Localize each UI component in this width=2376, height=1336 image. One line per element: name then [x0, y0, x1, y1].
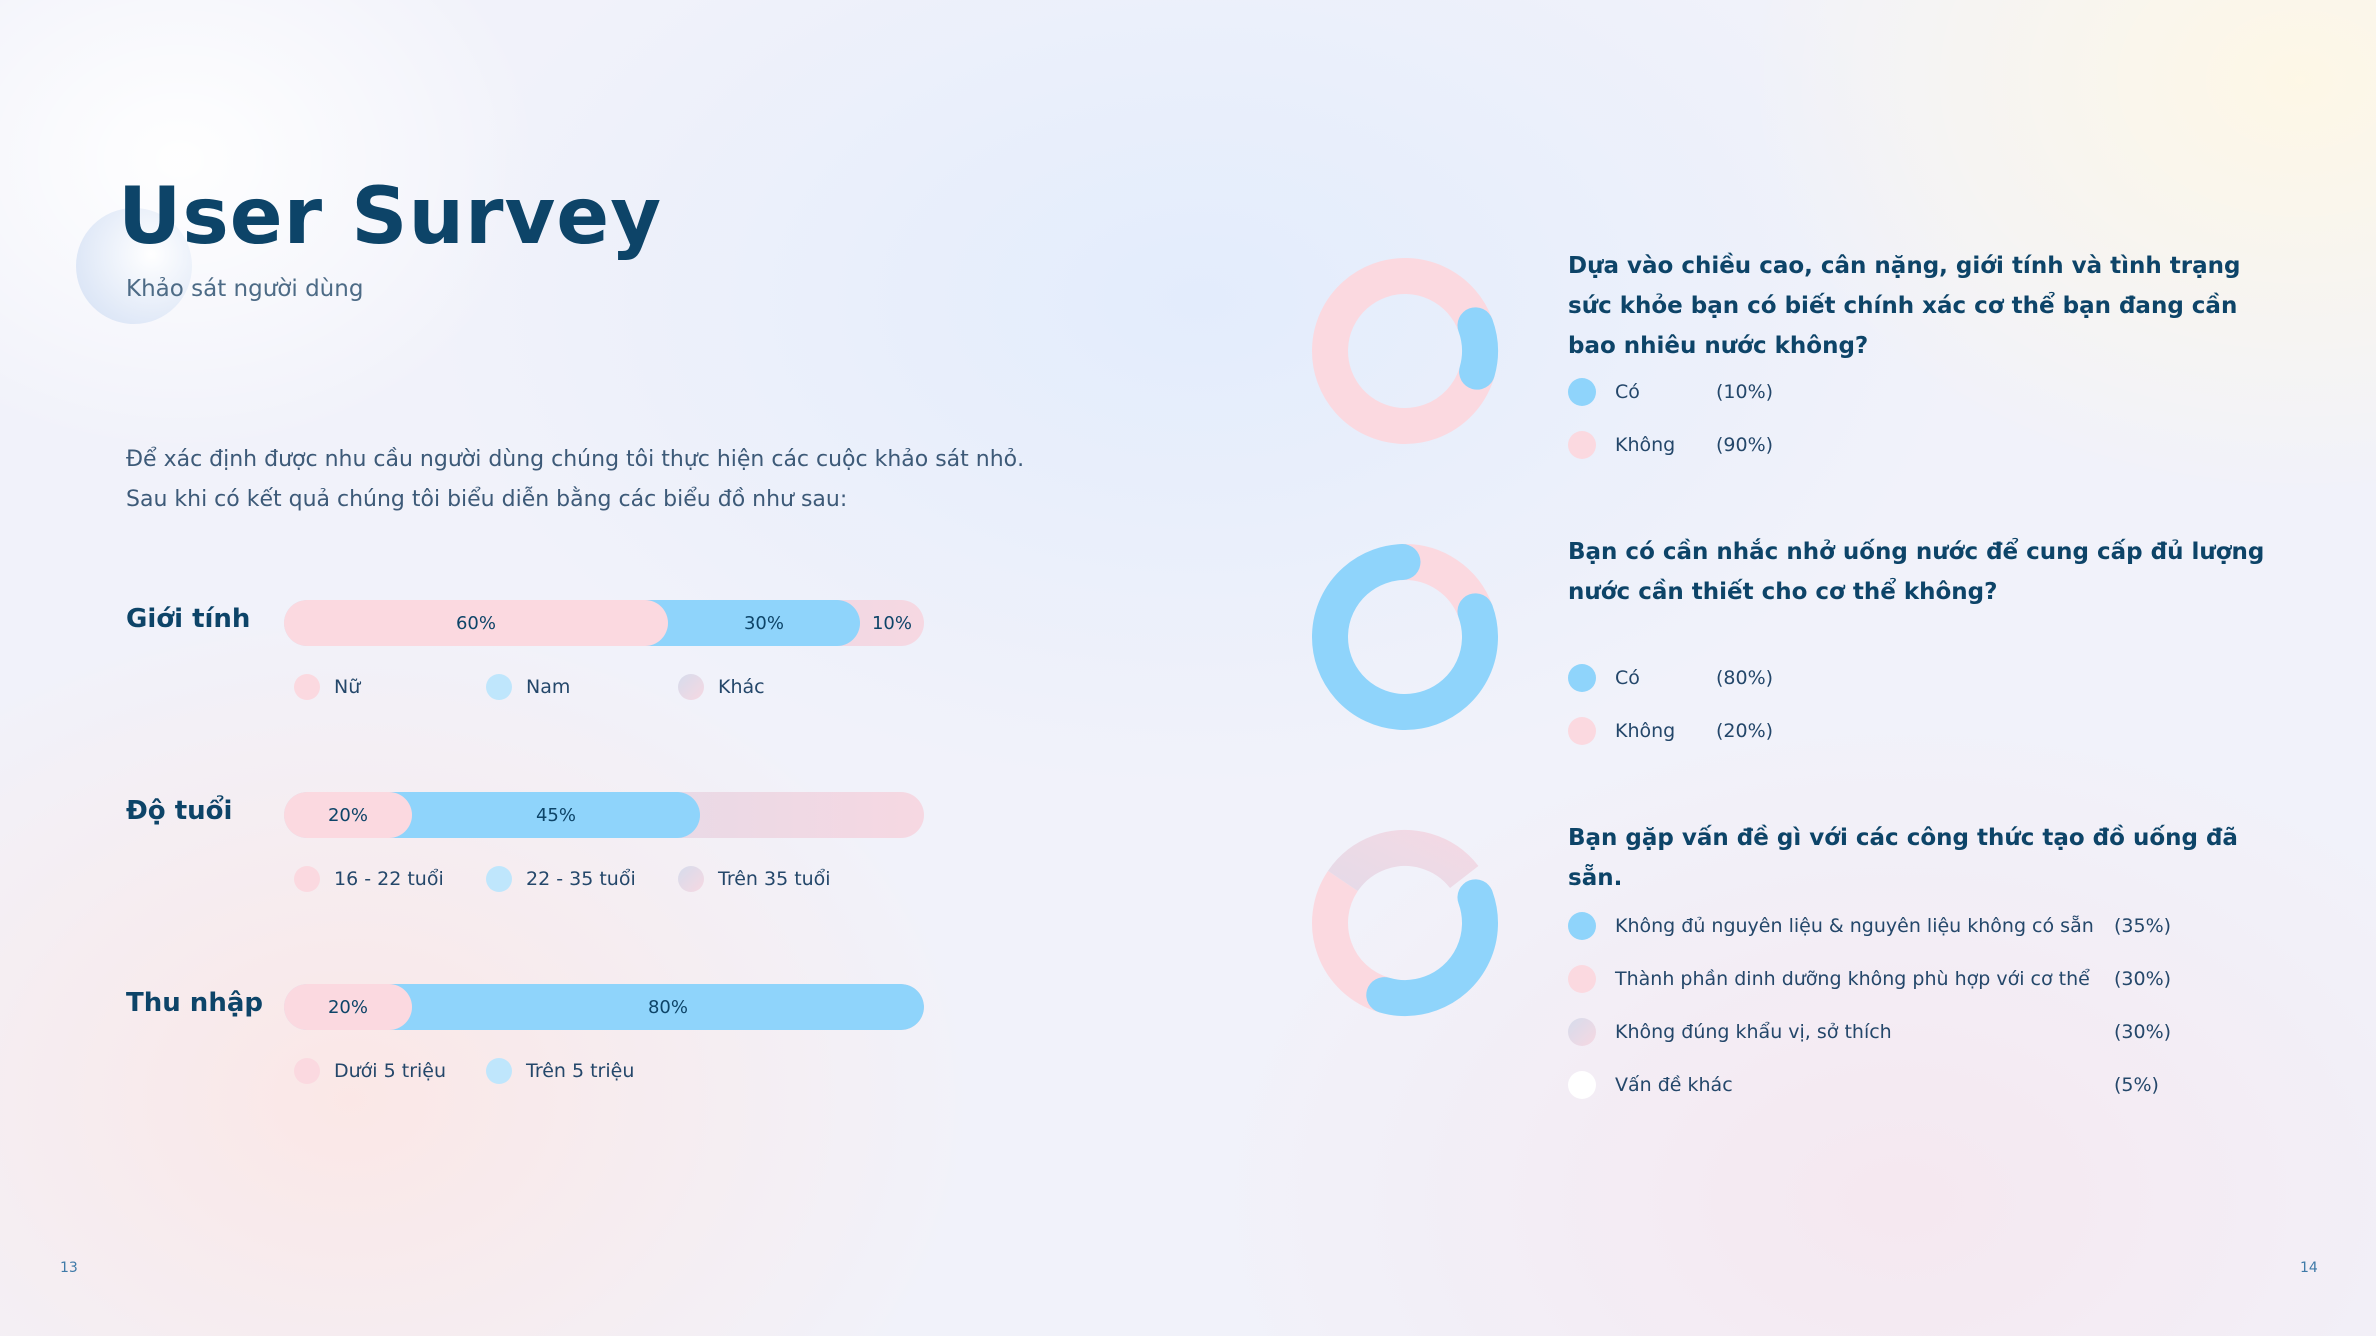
donut-legend-item: Vấn đề khác (5%) [1568, 1071, 2159, 1099]
bar-data-label: 20% [327, 996, 368, 1018]
page-title: User Survey [118, 172, 663, 262]
bar-segment-khac: 10% [860, 600, 924, 646]
legend-label: 16 - 22 tuổi [334, 868, 444, 890]
legend-percentage: (30%) [2114, 1021, 2172, 1043]
legend-age: 16 - 22 tuổi 22 - 35 tuổi Trên 35 tuổi [294, 866, 870, 892]
legend-swatch [294, 866, 320, 892]
legend-swatch [1568, 1071, 1596, 1099]
bar-data-label: 45% [535, 804, 576, 826]
donut-legend-item: Có (10%) [1568, 378, 1773, 406]
legend-item: Dưới 5 triệu [294, 1058, 486, 1084]
intro-text: Để xác định được nhu cầu người dùng chún… [126, 440, 1024, 520]
legend-label: Dưới 5 triệu [334, 1060, 447, 1082]
legend-item: Nam [486, 674, 678, 700]
donut-legend-item: Thành phần dinh dưỡng không phù hợp với … [1568, 965, 2171, 993]
legend-percentage: (90%) [1716, 434, 1774, 456]
bar-category-label: Thu nhập [126, 988, 263, 1018]
legend-item: Trên 5 triệu [486, 1058, 678, 1084]
legend-swatch [1568, 717, 1596, 745]
question-reminder: Bạn có cần nhắc nhở uống nước để cung cấ… [1568, 539, 2265, 605]
bar-category-label: Độ tuổi [126, 796, 233, 826]
page-number-left: 13 [60, 1260, 78, 1276]
legend-swatch [678, 674, 704, 700]
intro-line: Sau khi có kết quả chúng tôi biểu diễn b… [126, 487, 848, 512]
legend-label: Khác [718, 676, 765, 698]
donut-legend-item: Không đủ nguyên liệu & nguyên liệu không… [1568, 912, 2171, 940]
legend-swatch [1568, 912, 1596, 940]
donut-slice-thanh-phan-dinh-duong-khong-phu-hop-voi-co-the [1312, 830, 1498, 1016]
donut-chart-reminder [1312, 544, 1498, 730]
legend-gender: Nữ Nam Khác [294, 674, 870, 700]
legend-percentage: (80%) [1716, 667, 1774, 689]
donut-slice-co [1312, 258, 1498, 444]
bar-segment-22-35-tuoi: 45% [388, 792, 700, 838]
legend-swatch [294, 1058, 320, 1084]
legend-label: Nữ [334, 676, 361, 698]
bar-data-label: 30% [743, 612, 784, 634]
bar-segment-16-22-tuoi: 20% [284, 792, 412, 838]
legend-label: Trên 5 triệu [526, 1060, 635, 1082]
legend-label: Vấn đề khác [1615, 1074, 1733, 1096]
bar-data-label: 10% [871, 612, 912, 634]
legend-label: Trên 35 tuổi [718, 868, 831, 890]
legend-percentage: (30%) [2114, 968, 2172, 990]
page-subtitle: Khảo sát người dùng [126, 276, 364, 302]
bar-segment-nam: 30% [644, 600, 860, 646]
donut-chart-recipe-issues [1312, 830, 1498, 1016]
legend-label: Nam [526, 676, 571, 698]
bar-data-label: 60% [455, 612, 496, 634]
bar-category-label: Giới tính [126, 604, 251, 634]
bar-segment-nu: 60% [284, 600, 668, 646]
bar-data-label: 20% [327, 804, 368, 826]
stacked-bar-income: 20% 80% [284, 984, 924, 1030]
legend-swatch [486, 866, 512, 892]
legend-swatch [486, 674, 512, 700]
legend-item: 22 - 35 tuổi [486, 866, 678, 892]
legend-item: Trên 35 tuổi [678, 866, 870, 892]
legend-swatch [486, 1058, 512, 1084]
donut-legend-item: Không (90%) [1568, 431, 1773, 459]
legend-label: Thành phần dinh dưỡng không phù hợp với … [1615, 968, 2090, 990]
legend-swatch [1568, 1018, 1596, 1046]
donut-chart-water-knowledge [1312, 258, 1498, 444]
legend-label: Không [1615, 434, 1676, 456]
legend-label: Không [1615, 720, 1676, 742]
legend-label: Không đúng khẩu vị, sở thích [1615, 1021, 1892, 1043]
donut-legend-item: Không đúng khẩu vị, sở thích (30%) [1568, 1018, 2171, 1046]
legend-label: Không đủ nguyên liệu & nguyên liệu không… [1615, 915, 2094, 937]
legend-swatch [1568, 664, 1596, 692]
legend-item: 16 - 22 tuổi [294, 866, 486, 892]
intro-line: Để xác định được nhu cầu người dùng chún… [126, 447, 1025, 472]
legend-percentage: (35%) [2114, 915, 2172, 937]
donut-legend-item: Có (80%) [1568, 664, 1773, 692]
question-water-knowledge: Dựa vào chiều cao, cân nặng, giới tính v… [1568, 253, 2241, 359]
bar-segment-tren-5-trieu: 80% [388, 984, 924, 1030]
legend-label: Có [1615, 667, 1640, 689]
donut-legend-item: Không (20%) [1568, 717, 1773, 745]
legend-swatch [294, 674, 320, 700]
legend-item: Khác [678, 674, 870, 700]
bar-segment-duoi-5-trieu: 20% [284, 984, 412, 1030]
legend-percentage: (5%) [2114, 1074, 2159, 1096]
stacked-bar-age: 20% 45% [284, 792, 924, 838]
legend-item: Nữ [294, 674, 486, 700]
legend-swatch [678, 866, 704, 892]
donut-slice-khong-du-nguyen-lieu-nguyen-lieu-khong-co-san [1312, 830, 1498, 1016]
donut-slice-khong-dung-khau-vi-so-thich [1312, 830, 1498, 1016]
legend-percentage: (10%) [1716, 381, 1774, 403]
page-number-right: 14 [2300, 1260, 2318, 1276]
legend-swatch [1568, 378, 1596, 406]
legend-income: Dưới 5 triệu Trên 5 triệu [294, 1058, 678, 1084]
legend-swatch [1568, 965, 1596, 993]
legend-label: 22 - 35 tuổi [526, 868, 636, 890]
decorative-circle [76, 208, 192, 324]
stacked-bar-gender: 60% 30% 10% [284, 600, 924, 646]
bar-data-label: 80% [647, 996, 688, 1018]
legend-label: Có [1615, 381, 1640, 403]
bar-segment-tren-35-tuoi [700, 792, 924, 838]
legend-swatch [1568, 431, 1596, 459]
donut-slice-co [1312, 544, 1498, 730]
question-recipe-issues: Bạn gặp vấn đề gì với các công thức tạo … [1568, 825, 2238, 891]
legend-percentage: (20%) [1716, 720, 1774, 742]
